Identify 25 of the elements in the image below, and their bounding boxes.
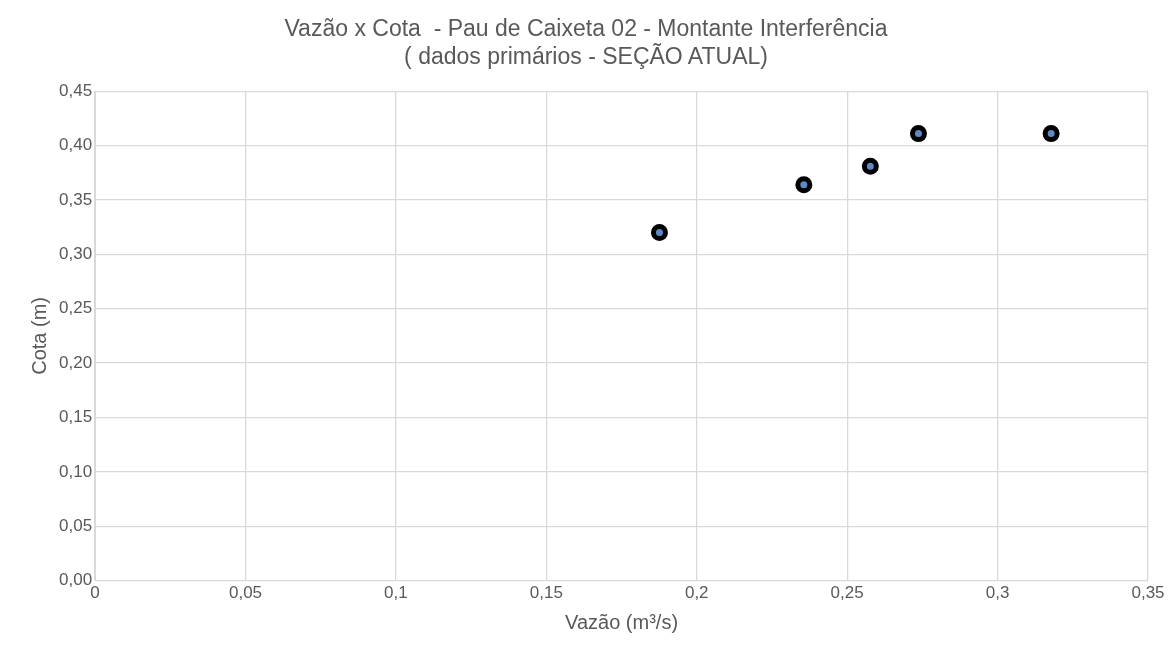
y-tick-label: 0,30 [58, 244, 93, 264]
point [1042, 125, 1060, 143]
y-tick-label: 0,35 [58, 189, 93, 209]
y-tick-label: 0,05 [58, 515, 93, 535]
y-tick-label: 0,45 [58, 80, 93, 100]
chart-title: Vazão x Cota - Pau de Caixeta 02 - Montante Interferência ( dados primários - SEÇÃO ATUAL) [284, 15, 888, 69]
x-tick-label: 0,05 [228, 583, 263, 603]
point [650, 224, 668, 242]
x-tick-label: 0,25 [830, 583, 864, 603]
point [861, 157, 879, 175]
point [909, 125, 927, 143]
point [795, 176, 813, 194]
x-tick-label: 0 [90, 583, 100, 603]
x-axis-title: Vazão (m³/s) [565, 610, 679, 633]
x-tick-label: 0,35 [1131, 583, 1165, 603]
x-tick-label: 0,2 [684, 583, 709, 603]
x-tick-label: 0,3 [985, 583, 1010, 603]
y-tick-label: 0,10 [58, 461, 93, 481]
y-tick-label: 0,40 [58, 135, 93, 155]
y-tick-label: 0,25 [58, 298, 93, 318]
y-tick-label: 0,15 [58, 407, 93, 427]
y-axis-title: Cota (m) [27, 297, 50, 375]
y-tick-label: 0,20 [58, 352, 93, 372]
x-tick-label: 0,1 [384, 583, 408, 603]
x-tick-label: 0,15 [529, 583, 563, 603]
